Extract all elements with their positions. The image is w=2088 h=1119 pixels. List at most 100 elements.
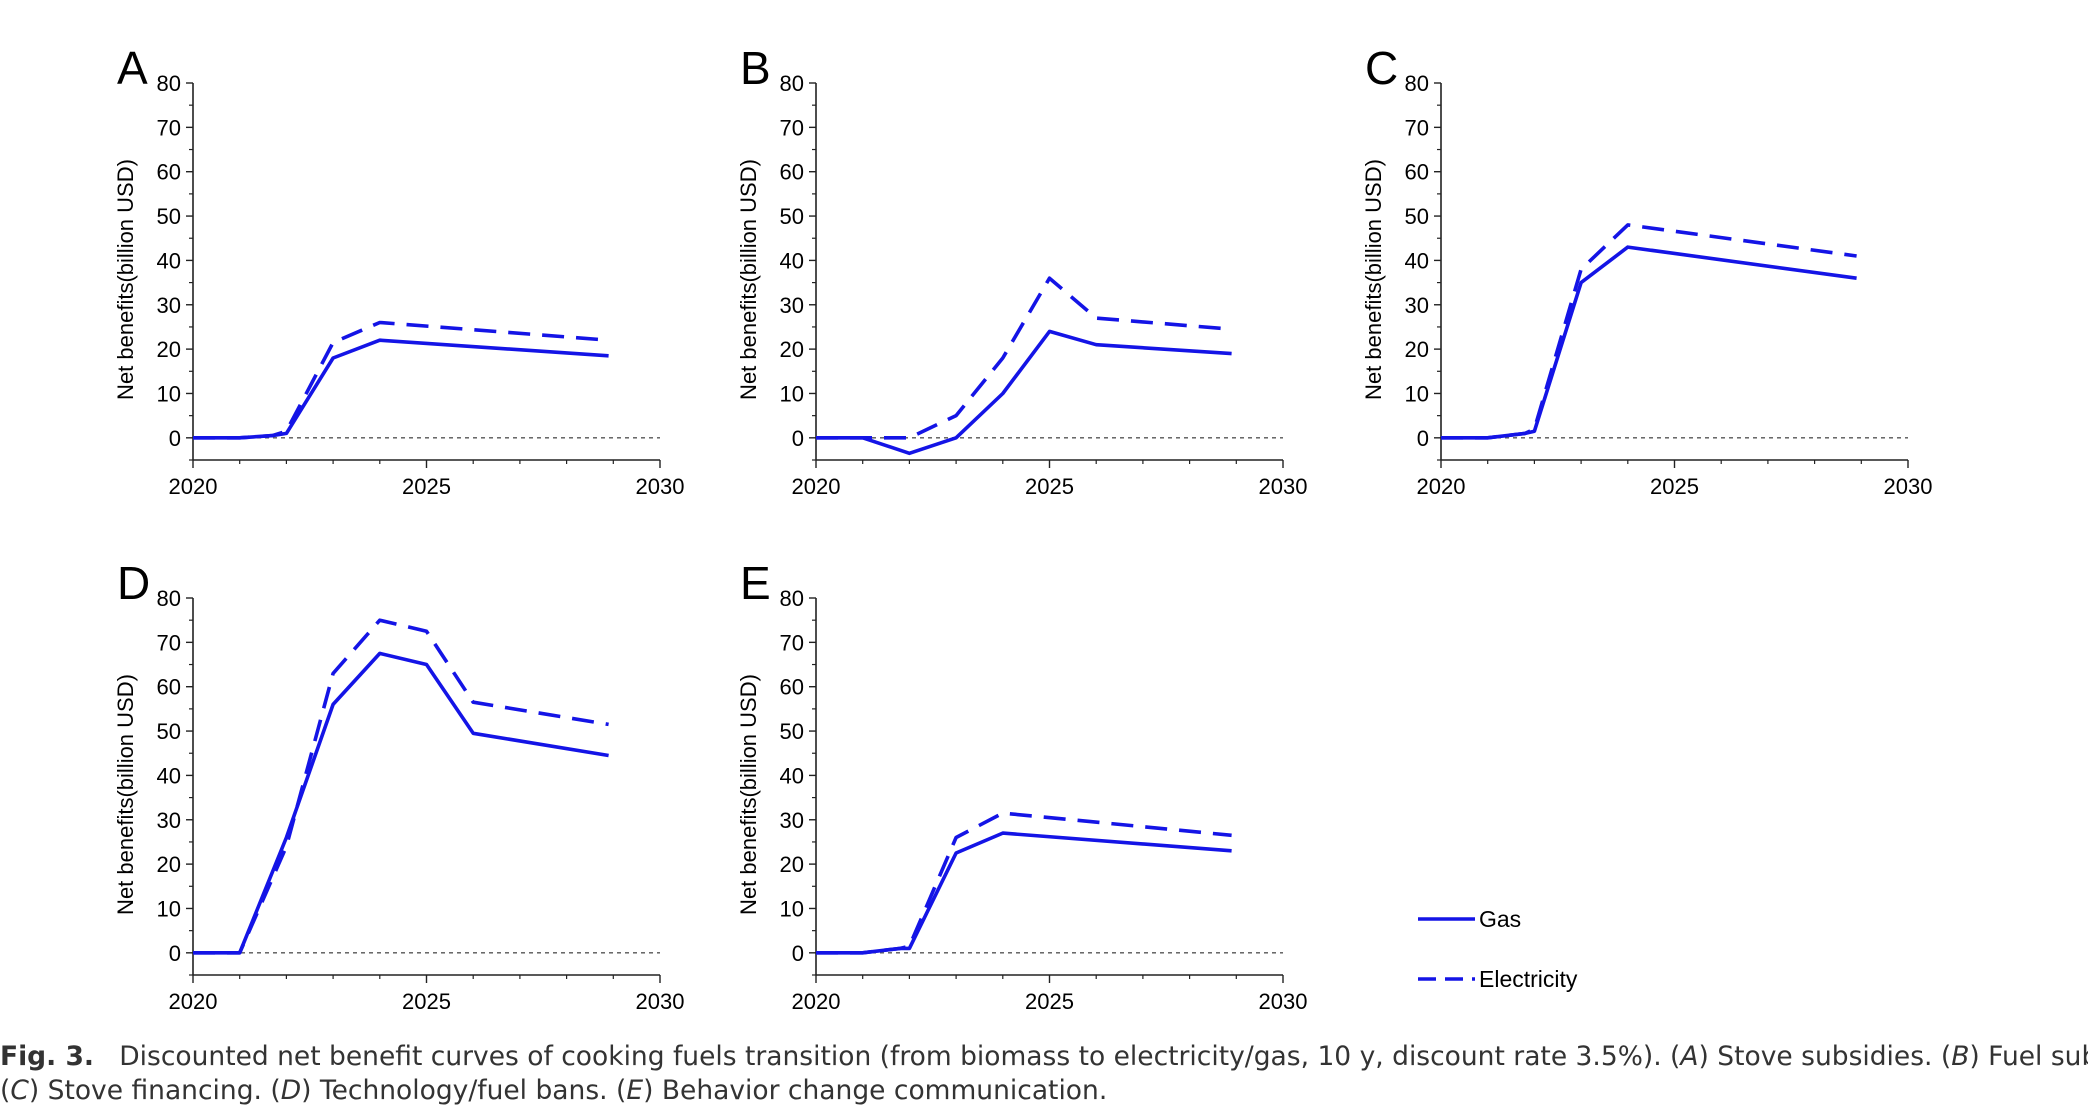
y-tick-label: 30	[780, 808, 804, 833]
series-line-gas	[816, 831, 1232, 955]
y-tick-label: 70	[157, 115, 181, 140]
y-tick-label: 80	[780, 71, 804, 96]
x-tick-label: 2030	[1259, 474, 1308, 499]
y-tick-label: 30	[157, 293, 181, 318]
caption-ref-e: E	[626, 1075, 644, 1106]
y-tick-label: 30	[157, 808, 181, 833]
y-tick-label: 0	[792, 426, 804, 451]
y-tick-label: 80	[157, 586, 181, 611]
series-line-gas	[1441, 245, 1857, 440]
x-tick-label: 2025	[402, 989, 451, 1014]
caption-ref-b: B	[1951, 1041, 1970, 1072]
x-tick-label: 2025	[402, 474, 451, 499]
y-tick-label: 10	[1405, 381, 1429, 406]
x-tick-label: 2030	[636, 474, 685, 499]
x-tick-label: 2020	[1417, 474, 1466, 499]
caption-text: Discounted net benefit curves of cooking…	[119, 1041, 1681, 1072]
figure-caption: Fig. 3. Discounted net benefit curves of…	[0, 1040, 2088, 1108]
y-tick-label: 40	[1405, 248, 1429, 273]
caption-text-a: ) Stove subsidies. (	[1698, 1041, 1952, 1072]
series-line-electricity	[193, 618, 609, 955]
y-axis-label: Net benefits(billion USD)	[113, 674, 138, 915]
x-tick-label: 2030	[1884, 474, 1933, 499]
y-tick-label: 60	[157, 675, 181, 700]
series-line-gas	[816, 329, 1232, 456]
panel-letter: C	[1365, 42, 1398, 94]
panel-letter: B	[740, 42, 771, 94]
y-tick-label: 40	[157, 248, 181, 273]
y-tick-label: 0	[169, 426, 181, 451]
caption-line-2: (C) Stove financing. (D) Technology/fuel…	[0, 1074, 2080, 1108]
x-tick-label: 2025	[1025, 989, 1074, 1014]
y-tick-label: 40	[780, 763, 804, 788]
y-tick-label: 10	[157, 381, 181, 406]
y-axis-label: Net benefits(billion USD)	[736, 159, 761, 400]
legend-label-gas: Gas	[1479, 906, 1521, 932]
y-tick-label: 0	[792, 941, 804, 966]
x-tick-label: 2020	[792, 989, 841, 1014]
y-tick-label: 20	[780, 852, 804, 877]
x-tick-label: 2020	[792, 474, 841, 499]
x-tick-label: 2020	[169, 474, 218, 499]
y-tick-label: 60	[780, 675, 804, 700]
y-tick-label: 80	[780, 586, 804, 611]
y-tick-label: 50	[780, 204, 804, 229]
series-line-gas	[193, 338, 609, 440]
x-tick-label: 2025	[1650, 474, 1699, 499]
y-tick-label: 40	[157, 763, 181, 788]
y-tick-label: 20	[780, 337, 804, 362]
y-tick-label: 70	[780, 115, 804, 140]
y-axis-label: Net benefits(billion USD)	[736, 674, 761, 915]
y-tick-label: 70	[1405, 115, 1429, 140]
caption-line-1: Fig. 3. Discounted net benefit curves of…	[0, 1040, 2088, 1074]
caption-open: (	[0, 1075, 11, 1106]
y-tick-label: 30	[780, 293, 804, 318]
series-line-electricity	[193, 320, 609, 440]
y-tick-label: 0	[1417, 426, 1429, 451]
x-tick-label: 2020	[169, 989, 218, 1014]
x-tick-label: 2030	[1259, 989, 1308, 1014]
y-tick-label: 60	[1405, 160, 1429, 185]
y-tick-label: 50	[157, 719, 181, 744]
y-tick-label: 20	[157, 852, 181, 877]
caption-ref-a: A	[1680, 1041, 1699, 1072]
y-tick-label: 50	[157, 204, 181, 229]
series-line-electricity	[816, 811, 1232, 955]
caption-ref-c: C	[10, 1075, 29, 1106]
y-tick-label: 0	[169, 941, 181, 966]
y-tick-label: 50	[1405, 204, 1429, 229]
caption-text-c: ) Stove financing. (	[28, 1075, 281, 1106]
series-line-electricity	[1441, 223, 1857, 440]
y-tick-label: 10	[780, 896, 804, 921]
panel-letter: D	[117, 557, 150, 609]
panel-letter: A	[117, 42, 148, 94]
y-tick-label: 60	[780, 160, 804, 185]
legend-label-electricity: Electricity	[1479, 966, 1578, 992]
figure-label: Fig. 3.	[0, 1041, 94, 1072]
y-tick-label: 10	[780, 381, 804, 406]
legend: Gas Electricity	[1418, 906, 1578, 992]
y-tick-label: 10	[157, 896, 181, 921]
y-tick-label: 20	[157, 337, 181, 362]
y-tick-label: 70	[157, 630, 181, 655]
y-tick-label: 40	[780, 248, 804, 273]
y-tick-label: 70	[780, 630, 804, 655]
y-tick-label: 80	[157, 71, 181, 96]
y-tick-label: 60	[157, 160, 181, 185]
y-tick-label: 20	[1405, 337, 1429, 362]
y-axis-label: Net benefits(billion USD)	[113, 159, 138, 400]
series-line-gas	[193, 651, 609, 955]
y-tick-label: 50	[780, 719, 804, 744]
y-tick-label: 30	[1405, 293, 1429, 318]
x-tick-label: 2025	[1025, 474, 1074, 499]
y-tick-label: 80	[1405, 71, 1429, 96]
caption-text-e: ) Behavior change communication.	[643, 1075, 1108, 1106]
caption-text-d: ) Technology/fuel bans. (	[301, 1075, 627, 1106]
y-axis-label: Net benefits(billion USD)	[1361, 159, 1386, 400]
